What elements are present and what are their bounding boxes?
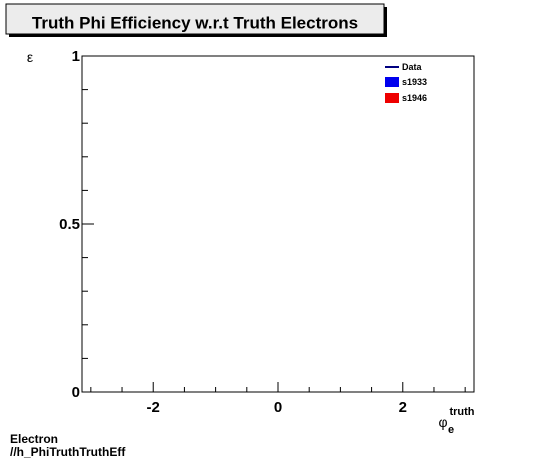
y-axis-ticks — [82, 55, 94, 393]
legend-data-label: Data — [402, 62, 423, 72]
legend: Data s1933 s1946 — [385, 62, 427, 103]
legend-s1946-label: s1946 — [402, 93, 427, 103]
plot-frame — [81, 55, 475, 393]
x-axis-label-sub: e — [448, 424, 454, 436]
y-axis-label: ε — [27, 49, 33, 65]
x-tick-label: 0 — [274, 399, 282, 416]
legend-s1946-marker — [385, 93, 399, 103]
y-axis-tick-labels: 00.51 — [59, 48, 80, 401]
x-axis-label: φ e truth — [438, 406, 474, 436]
x-tick-label: -2 — [147, 399, 160, 416]
title-box: Truth Phi Efficiency w.r.t Truth Electro… — [5, 3, 387, 37]
chart-title: Truth Phi Efficiency w.r.t Truth Electro… — [32, 13, 358, 32]
x-tick-label: 2 — [399, 399, 407, 416]
x-axis-label-sup: truth — [449, 406, 474, 418]
footer-line-2: //h_PhiTruthTruthEff — [10, 445, 126, 459]
x-axis-label-main: φ — [438, 414, 447, 430]
legend-s1933-marker — [385, 77, 399, 87]
x-axis-ticks — [90, 382, 466, 392]
footer-line-1: Electron — [10, 432, 58, 446]
y-tick-label: 1 — [72, 48, 80, 65]
x-axis-tick-labels: -2 0 2 — [147, 399, 407, 416]
y-tick-label: 0.5 — [59, 216, 80, 233]
y-tick-label: 0 — [72, 384, 80, 401]
legend-s1933-label: s1933 — [402, 77, 427, 87]
